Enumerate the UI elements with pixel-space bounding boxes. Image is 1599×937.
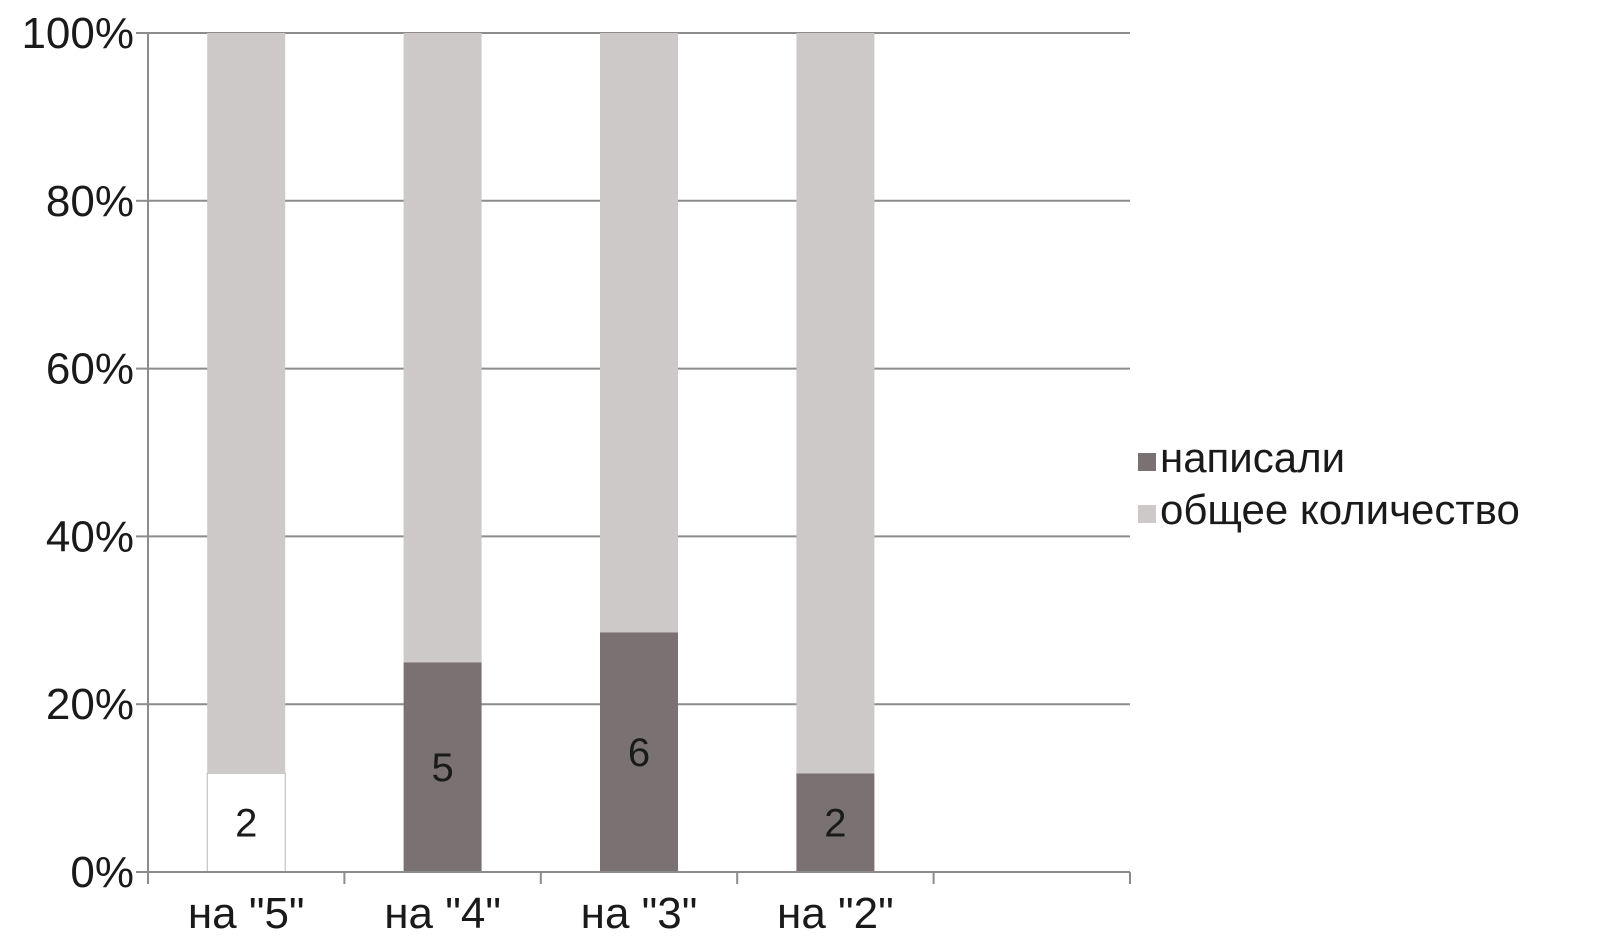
bar-segment-1-written — [206, 772, 286, 873]
legend-swatch — [1138, 505, 1156, 523]
data-label: 2 — [235, 802, 257, 846]
bar-segment-4-written — [796, 773, 875, 872]
bar-segment-2-written — [403, 662, 482, 872]
legend: написали общее количество — [1138, 434, 1520, 533]
bar-segment-2-total — [403, 33, 482, 663]
y-tick-label: 0% — [70, 848, 134, 897]
axes — [147, 33, 1130, 873]
y-tick-label: 60% — [46, 345, 134, 394]
legend-swatch — [1138, 453, 1156, 471]
y-tick-label: 80% — [46, 177, 134, 226]
bar-segment-4-total — [796, 33, 875, 774]
data-label: 2 — [824, 802, 846, 846]
x-tick-label: на "4" — [384, 889, 501, 937]
bar-segment-3-total — [600, 33, 678, 633]
y-tick-label: 40% — [46, 512, 134, 561]
data-label: 5 — [431, 746, 453, 790]
x-tick-label: на "3" — [581, 889, 698, 937]
data-label: 6 — [628, 731, 650, 775]
x-tick-label: на "5" — [188, 889, 305, 937]
y-tick-labels: 0% 20% 40% 60% 80% 100% — [21, 9, 134, 897]
data-labels: 2 5 6 2 — [235, 731, 846, 846]
y-tick-label: 20% — [46, 680, 134, 729]
x-tick-labels: на "5" на "4" на "3" на "2" — [188, 889, 894, 937]
legend-label: написали — [1160, 434, 1345, 481]
x-tick-label: на "2" — [777, 889, 894, 937]
y-tick-label: 100% — [21, 9, 134, 58]
bar-segment-3-written — [600, 632, 678, 872]
bar-segment-1-total — [207, 33, 286, 774]
bars — [206, 33, 875, 873]
legend-label: общее количество — [1160, 486, 1520, 533]
